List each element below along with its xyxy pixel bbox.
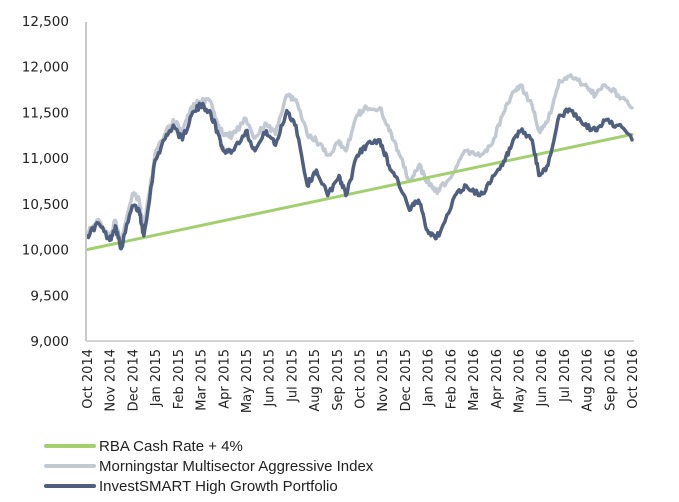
legend-label-morningstar: Morningstar Multisector Aggressive Index bbox=[99, 457, 374, 475]
y-tick-label: 9,500 bbox=[30, 288, 69, 304]
x-tick-label: Jun 2016 bbox=[535, 349, 550, 408]
legend-swatch-investsmart bbox=[44, 484, 96, 488]
x-tick-label: Jul 2016 bbox=[558, 349, 573, 403]
x-tick-label: Jan 2015 bbox=[149, 349, 164, 407]
y-tick-label: 9,000 bbox=[30, 334, 69, 350]
x-tick-label: May 2016 bbox=[512, 349, 527, 413]
series-line-investsmart bbox=[85, 101, 634, 251]
x-tick-label: Oct 2014 bbox=[81, 349, 96, 409]
x-tick-label: Jun 2015 bbox=[263, 349, 278, 408]
x-axis-ticks: Oct 2014 Nov 2014 Dec 2014 Jan 2015 Feb 2015… bbox=[81, 349, 641, 413]
legend-swatch-morningstar bbox=[44, 464, 96, 468]
y-tick-label: 12,000 bbox=[22, 60, 69, 76]
legend-swatch-rba bbox=[44, 444, 96, 448]
x-tick-label: Mar 2015 bbox=[195, 349, 210, 411]
x-tick-label: Apr 2015 bbox=[217, 349, 232, 409]
series-layer bbox=[85, 73, 634, 252]
x-tick-label: Aug 2015 bbox=[308, 349, 323, 412]
x-tick-label: Dec 2015 bbox=[399, 349, 414, 411]
legend-item-investsmart: InvestSMART High Growth Portfolio bbox=[44, 476, 373, 496]
legend: RBA Cash Rate + 4% Morningstar Multisect… bbox=[44, 436, 373, 496]
legend-label-investsmart: InvestSMART High Growth Portfolio bbox=[99, 477, 338, 495]
x-tick-label: Feb 2015 bbox=[172, 349, 187, 409]
series-line-morningstar bbox=[85, 73, 634, 246]
x-tick-label: Sep 2016 bbox=[603, 349, 618, 411]
series-line-rba bbox=[85, 132, 634, 252]
y-tick-label: 11,500 bbox=[22, 105, 69, 121]
x-tick-label: Oct 2015 bbox=[354, 349, 369, 409]
y-tick-label: 12,500 bbox=[22, 14, 69, 30]
y-tick-label: 10,500 bbox=[22, 197, 69, 213]
x-tick-label: Feb 2016 bbox=[444, 349, 459, 409]
y-axis-ticks: 9,000 9,500 10,000 10,500 11,000 11,500 12,000… bbox=[22, 14, 69, 350]
legend-label-rba: RBA Cash Rate + 4% bbox=[99, 437, 243, 455]
x-tick-label: Oct 2016 bbox=[626, 349, 641, 409]
x-tick-label: Apr 2016 bbox=[490, 349, 505, 409]
x-tick-label: Nov 2014 bbox=[104, 349, 119, 412]
x-tick-label: Mar 2016 bbox=[467, 349, 482, 411]
legend-item-morningstar: Morningstar Multisector Aggressive Index bbox=[44, 456, 373, 476]
x-tick-label: Jan 2016 bbox=[422, 349, 437, 407]
x-tick-label: Nov 2015 bbox=[376, 349, 391, 412]
y-tick-label: 10,000 bbox=[22, 243, 69, 259]
x-tick-label: May 2015 bbox=[240, 349, 255, 413]
x-tick-label: Dec 2014 bbox=[126, 349, 141, 411]
x-tick-label: Aug 2016 bbox=[581, 349, 596, 412]
x-tick-label: Sep 2015 bbox=[331, 349, 346, 411]
legend-item-rba: RBA Cash Rate + 4% bbox=[44, 436, 373, 456]
x-tick-label: Jul 2015 bbox=[285, 349, 300, 403]
y-tick-label: 11,000 bbox=[22, 151, 69, 167]
